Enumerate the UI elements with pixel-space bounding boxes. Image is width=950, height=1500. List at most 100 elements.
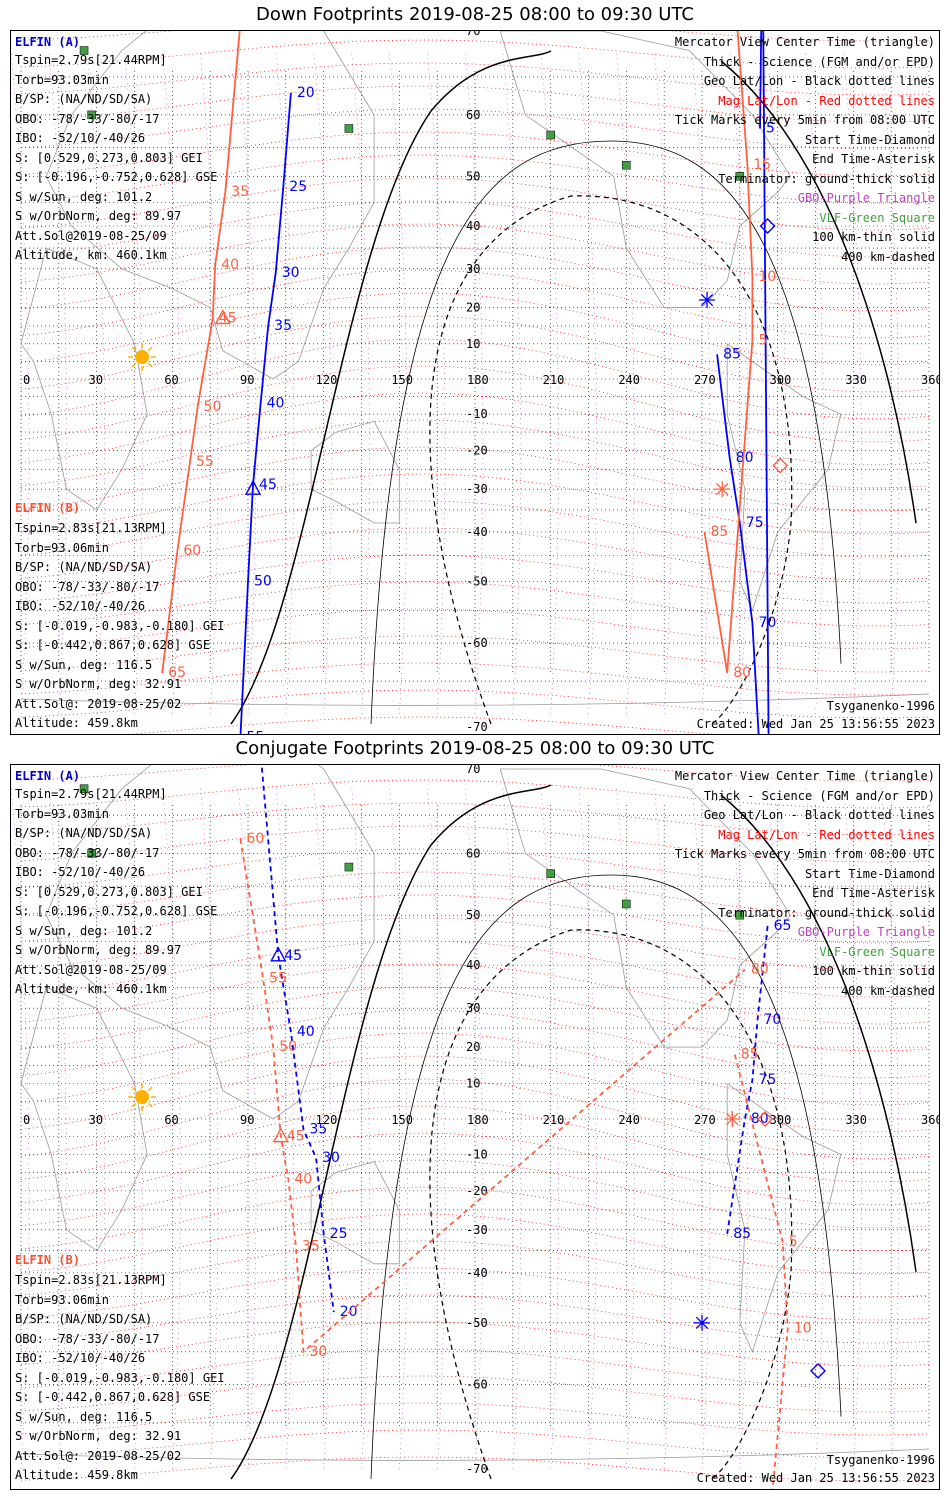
- terminator-line: [230, 784, 552, 1480]
- legend-item: VLF-Green Square: [819, 210, 935, 225]
- mag-meridian: [767, 784, 786, 1470]
- start-diamond-b: [772, 457, 789, 474]
- track-tick-label: 80: [751, 1111, 769, 1127]
- mag-parallel: [20, 1321, 930, 1367]
- asterisk-stroke: [726, 1112, 739, 1126]
- track-tick-label: 60: [246, 831, 264, 847]
- elfin-b-line: B/SP: (NA/ND/SD/SA): [15, 1312, 153, 1326]
- mag-meridian: [426, 50, 446, 715]
- lat-tick-label: -70: [466, 720, 488, 734]
- coastline: [726, 1083, 842, 1353]
- mag-parallel: [20, 292, 930, 366]
- coastlines: [20, 765, 930, 1461]
- legend-item: Mag Lat/Lon - Red dotted lines: [718, 93, 935, 108]
- mag-meridian: [351, 784, 370, 1470]
- lon-tick-label: 210: [543, 373, 565, 387]
- mag-parallel: [20, 85, 930, 123]
- mag-parallel: [20, 108, 930, 150]
- elfin-a-track-line: [716, 31, 770, 734]
- track-tick-label: 80: [751, 962, 769, 978]
- elfin-b-line: S w/Sun, deg: 116.5: [15, 1409, 153, 1424]
- mag-meridian: [880, 50, 900, 715]
- vlf-square: [87, 849, 96, 858]
- legend-item: Thick - Science (FGM and/or EPD): [703, 54, 935, 69]
- mag-parallel: [20, 1009, 930, 1079]
- legend-item: Terminator: ground-thick solid: [718, 905, 935, 920]
- elfin-a-line: IBO: -52/10/-40/26: [15, 131, 146, 145]
- legend-item: Tick Marks every 5min from 08:00 UTC: [674, 847, 935, 861]
- sun-ray: [147, 1102, 153, 1108]
- elfin-b-line: Tspin=2.83s[21.13RPM]: [15, 521, 167, 535]
- lat-tick-label: 10: [466, 1077, 480, 1091]
- lon-tick-label: 60: [164, 373, 178, 387]
- lat-tick-label: 60: [466, 846, 480, 860]
- elfin-b-line: IBO: -52/10/-40/26: [15, 1351, 146, 1365]
- track-tick-label: 40: [297, 1024, 315, 1040]
- lon-tick-label: 270: [694, 373, 716, 387]
- legend-item: Geo Lat/Lon - Black dotted lines: [703, 74, 935, 88]
- track-tick-label: 80: [733, 665, 751, 681]
- elfin-b-line: S w/Sun, deg: 116.5: [15, 657, 153, 672]
- lon-tick-label: 360: [921, 1113, 939, 1127]
- oval-100km: [370, 874, 842, 1480]
- track-tick-label: 35: [309, 1122, 327, 1138]
- mag-meridian: [502, 784, 522, 1470]
- track-tick-label: 70: [763, 1012, 781, 1028]
- lat-tick-label: -50: [466, 575, 488, 589]
- sun-ray: [131, 362, 137, 368]
- sun-disc: [135, 350, 150, 364]
- legend-item: GBO-Purple Triangle: [797, 191, 935, 205]
- lat-tick-label: 50: [466, 169, 480, 183]
- mag-parallel: [20, 500, 930, 558]
- track-tick-label: 80: [736, 450, 754, 466]
- model-label: Tsyganenko-1996: [826, 1453, 935, 1467]
- panel-title-down: Down Footprints 2019-08-25 08:00 to 09:3…: [256, 4, 694, 25]
- mag-parallel: [20, 527, 930, 581]
- legend-item: Mag Lat/Lon - Red dotted lines: [718, 827, 935, 842]
- track-tick-label: 85: [723, 346, 741, 362]
- end-asterisk-a: [699, 292, 716, 309]
- track-tick-label: 35: [302, 1238, 320, 1254]
- mag-meridian: [199, 50, 219, 715]
- track-tick-label: 55: [246, 729, 264, 734]
- lon-tick-label: 210: [543, 1113, 565, 1127]
- lat-tick-label: 10: [466, 337, 480, 351]
- elfin-b-line: S: [-0.019,-0.983,-0.180] GEI: [15, 1370, 225, 1385]
- mag-meridian: [653, 784, 673, 1470]
- coastline: [20, 986, 148, 1252]
- elfin-b-line: S: [-0.442,0.867,0.628] GSE: [15, 638, 211, 652]
- elfin-a-line: S: [-0.196,-0.752,0.628] GSE: [15, 904, 218, 918]
- mag-grid: [11, 31, 930, 734]
- sun-ray: [147, 1086, 153, 1092]
- elfin-b-line: OBO: -78/-33/-80/-17: [15, 579, 160, 594]
- lon-tick-label: 150: [391, 373, 413, 387]
- panel-title-conjugate: Conjugate Footprints 2019-08-25 08:00 to…: [235, 738, 715, 759]
- model-label: Tsyganenko-1996: [826, 699, 935, 713]
- elfin-a-line: S: [-0.196,-0.752,0.628] GSE: [15, 170, 218, 184]
- lat-tick-label: -60: [466, 636, 488, 650]
- legend-item: 100 km-thin solid: [812, 230, 935, 244]
- elfin-b-line: S: [-0.442,0.867,0.628] GSE: [15, 1390, 211, 1404]
- mag-meridian: [502, 50, 522, 715]
- elfin-a-line: S w/OrbNorm, deg: 89.97: [15, 943, 182, 957]
- vlf-square: [344, 124, 354, 133]
- mag-parallel: [20, 1375, 930, 1413]
- mag-parallel: [20, 269, 930, 339]
- legend-item: End Time-Asterisk: [812, 152, 935, 166]
- elfin-a-line: S: [0.529,0.273,0.803] GEI: [15, 150, 203, 165]
- elfin-a-track: 20253035404550555106570758085: [239, 31, 776, 734]
- coastline: [45, 765, 375, 1120]
- lon-tick-label: 150: [391, 1113, 413, 1127]
- mag-parallel: [20, 1132, 930, 1206]
- oval-100km: [370, 140, 842, 725]
- end-asterisk-b: [724, 1111, 741, 1127]
- mag-parallel: [20, 154, 930, 204]
- sun-ray: [131, 1102, 137, 1108]
- lon-tick-label: 30: [89, 1113, 103, 1127]
- lat-tick-label: 40: [466, 219, 480, 233]
- elfin-b-line: Tspin=2.83s[21.13RPM]: [15, 1273, 167, 1287]
- vlf-square: [546, 130, 555, 140]
- lon-tick-label: 120: [316, 1113, 338, 1127]
- track-tick-label: 30: [282, 265, 300, 281]
- vlf-square: [87, 110, 96, 120]
